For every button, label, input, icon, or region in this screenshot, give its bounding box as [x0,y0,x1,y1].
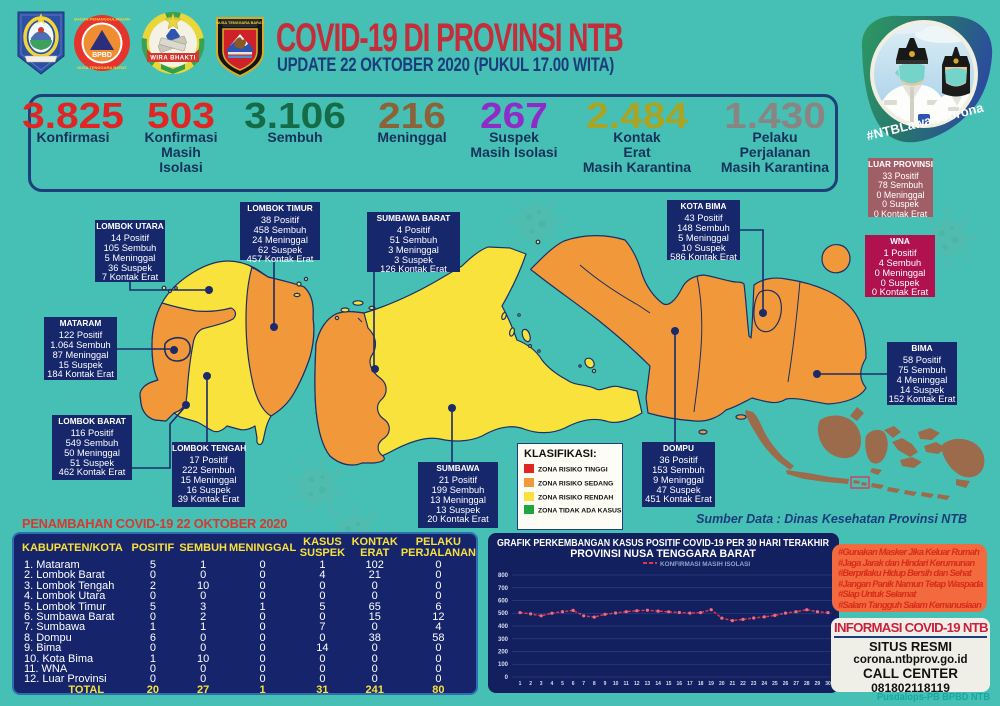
svg-text:BADAN PENANGGULANGAN: BADAN PENANGGULANGAN [74,17,130,22]
svg-text:1: 1 [519,681,522,687]
svg-text:30: 30 [825,681,831,687]
svg-text:4: 4 [551,681,554,687]
svg-text:16: 16 [677,681,683,687]
svg-text:0: 0 [505,675,509,681]
svg-text:7: 7 [582,681,585,687]
svg-text:26: 26 [783,681,789,687]
svg-text:27: 27 [793,681,799,687]
svg-text:18: 18 [698,681,704,687]
svg-text:11: 11 [624,681,630,687]
svg-text:21: 21 [730,681,736,687]
svg-text:24: 24 [762,681,768,687]
svg-text:NUSA TENGGARA BARAT: NUSA TENGGARA BARAT [77,65,127,70]
svg-text:10: 10 [613,681,619,687]
svg-text:25: 25 [772,681,778,687]
svg-text:3: 3 [540,681,543,687]
svg-text:23: 23 [751,681,757,687]
svg-text:BPBD: BPBD [92,52,112,59]
svg-text:17: 17 [687,681,693,687]
svg-text:400: 400 [498,624,509,630]
svg-text:5: 5 [561,681,564,687]
svg-text:28: 28 [804,681,810,687]
svg-text:14: 14 [655,681,661,687]
svg-text:200: 200 [498,650,509,656]
svg-text:500: 500 [498,611,509,617]
svg-text:29: 29 [815,681,821,687]
svg-text:700: 700 [498,586,509,592]
svg-text:WIRA BHAKTI: WIRA BHAKTI [150,56,196,62]
svg-text:2: 2 [529,681,532,687]
svg-text:NUSA TENGGARA BARAT: NUSA TENGGARA BARAT [216,21,264,25]
svg-text:20: 20 [719,681,725,687]
svg-text:600: 600 [498,599,509,605]
svg-text:13: 13 [645,681,651,687]
svg-text:19: 19 [708,681,714,687]
svg-text:22: 22 [740,681,746,687]
svg-text:100: 100 [498,662,509,668]
svg-text:800: 800 [498,573,509,579]
svg-text:15: 15 [666,681,672,687]
svg-text:GRAFIK PERKEMBANGAN KASUS POSI: GRAFIK PERKEMBANGAN KASUS POSITIF COVID-… [497,538,830,549]
svg-text:8: 8 [593,681,596,687]
svg-text:300: 300 [498,637,509,643]
svg-text:6: 6 [572,681,575,687]
svg-text:KONFIRMASI MASIH ISOLASI: KONFIRMASI MASIH ISOLASI [660,561,750,568]
svg-text:12: 12 [634,681,640,687]
svg-text:9: 9 [604,681,607,687]
svg-text:PROVINSI NUSA TENGGARA BARAT: PROVINSI NUSA TENGGARA BARAT [570,548,756,560]
